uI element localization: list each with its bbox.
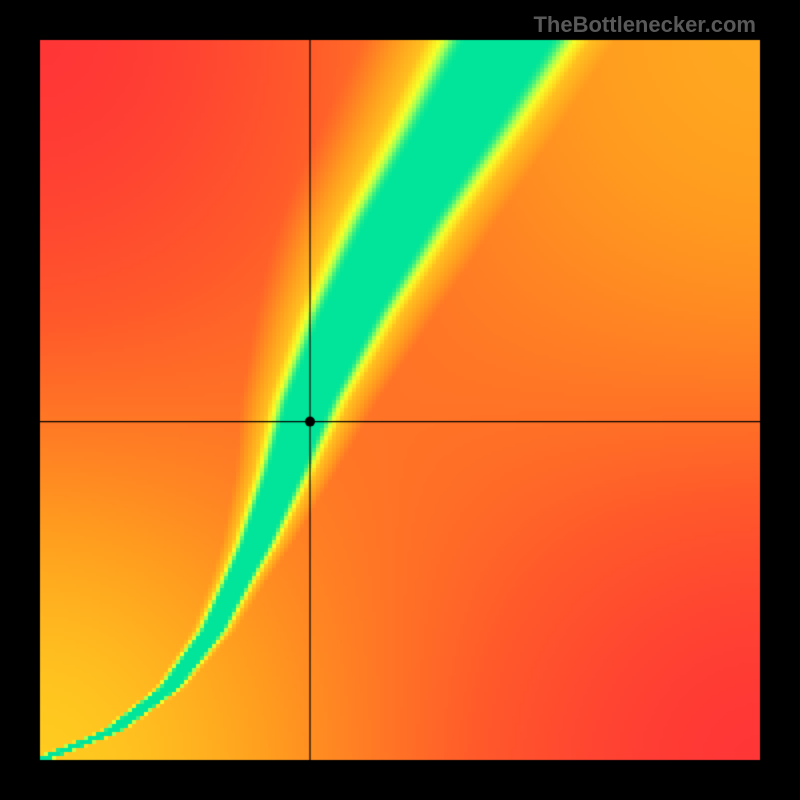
watermark-text: TheBottlenecker.com	[533, 12, 756, 38]
heatmap-canvas	[0, 0, 800, 800]
